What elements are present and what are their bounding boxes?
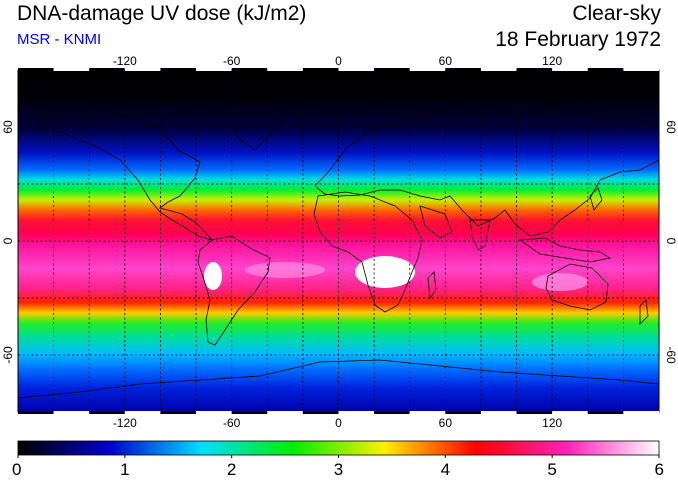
lon-label-bottom: 0	[335, 416, 342, 430]
frame-segment-bottom	[516, 411, 553, 414]
frame-segment-bottom	[409, 411, 446, 414]
frame-segment-top	[338, 68, 375, 71]
frame-segment-bottom	[587, 411, 624, 414]
atlantic-high-dose-area	[245, 262, 325, 278]
frame-segment-bottom	[338, 411, 375, 414]
lon-label-top: 0	[335, 54, 342, 68]
frame-segment-top	[196, 68, 232, 71]
lon-label-top: -120	[113, 54, 137, 68]
lat-label-right: -60	[664, 346, 678, 364]
frame-segment-top	[623, 68, 659, 71]
frame-segment-top	[409, 68, 446, 71]
lon-label-top: 60	[439, 54, 453, 68]
lon-label-top: 120	[542, 54, 562, 68]
colorbar-tick-label: 4	[441, 460, 450, 479]
colorbar-tick-label: 0	[12, 460, 21, 479]
colorbar-tick-label: 6	[655, 460, 664, 479]
date-label: 18 February 1972	[495, 28, 661, 51]
colorbar-tick-label: 5	[547, 460, 556, 479]
frame-segment-bottom	[445, 411, 481, 414]
lon-label-bottom: -60	[223, 416, 241, 430]
africa-high-dose-area	[355, 256, 415, 288]
colorbar-tick-label: 1	[120, 460, 129, 479]
frame-segment-top	[374, 68, 410, 71]
frame-segment-top	[445, 68, 481, 71]
frame-segment-top	[53, 68, 90, 71]
south-america-high-dose-area	[204, 262, 222, 290]
frame-ticks	[18, 68, 659, 414]
lat-label-right: 0	[664, 238, 678, 245]
frame-segment-bottom	[374, 411, 410, 414]
frame-segment-bottom	[18, 411, 54, 414]
frame-segment-bottom	[124, 411, 161, 414]
lat-label-left: 60	[1, 120, 15, 134]
frame-segment-top	[231, 68, 268, 71]
lat-label-right: 60	[664, 120, 678, 134]
frame-segment-top	[124, 68, 161, 71]
frame-segment-top	[160, 68, 197, 71]
colorbar-ticks: 0 1 2 3 4 5 6	[12, 455, 664, 479]
lat-label-left: -60	[1, 346, 15, 364]
frame-segment-top	[480, 68, 517, 71]
frame-segment-top	[516, 68, 553, 71]
map-title: DNA-damage UV dose (kJ/m2)	[17, 2, 307, 25]
frame-segment-bottom	[196, 411, 232, 414]
frame-segment-top	[552, 68, 588, 71]
lon-label-top: -60	[223, 54, 241, 68]
sky-condition-label: Clear-sky	[572, 2, 661, 25]
frame-segment-bottom	[267, 411, 303, 414]
lon-label-bottom: 60	[439, 416, 453, 430]
colorbar-tick-label: 3	[334, 460, 343, 479]
lon-label-bottom: -120	[113, 416, 137, 430]
colorbar-tick-label: 2	[227, 460, 236, 479]
frame-segment-bottom	[302, 411, 339, 414]
frame-segment-bottom	[89, 411, 125, 414]
frame-segment-top	[267, 68, 303, 71]
frame-segment-bottom	[231, 411, 268, 414]
frame-segment-bottom	[552, 411, 588, 414]
frame-segment-top	[302, 68, 339, 71]
lon-label-bottom: 120	[542, 416, 562, 430]
frame-segment-bottom	[480, 411, 517, 414]
colorbar-scale	[17, 440, 660, 456]
lat-lon-grid	[18, 70, 659, 412]
frame-segment-top	[587, 68, 624, 71]
axis-labels: -120 -120 -60 -60 0 0 60 60 120 120 60 60 0 0 -60 -60	[1, 54, 678, 430]
frame-segment-top	[89, 68, 125, 71]
source-label: MSR - KNMI	[17, 31, 102, 48]
frame-segment-bottom	[53, 411, 90, 414]
lat-label-left: 0	[1, 237, 15, 244]
frame-segment-bottom	[160, 411, 197, 414]
frame-segment-bottom	[623, 411, 659, 414]
frame-segment-top	[18, 68, 54, 71]
